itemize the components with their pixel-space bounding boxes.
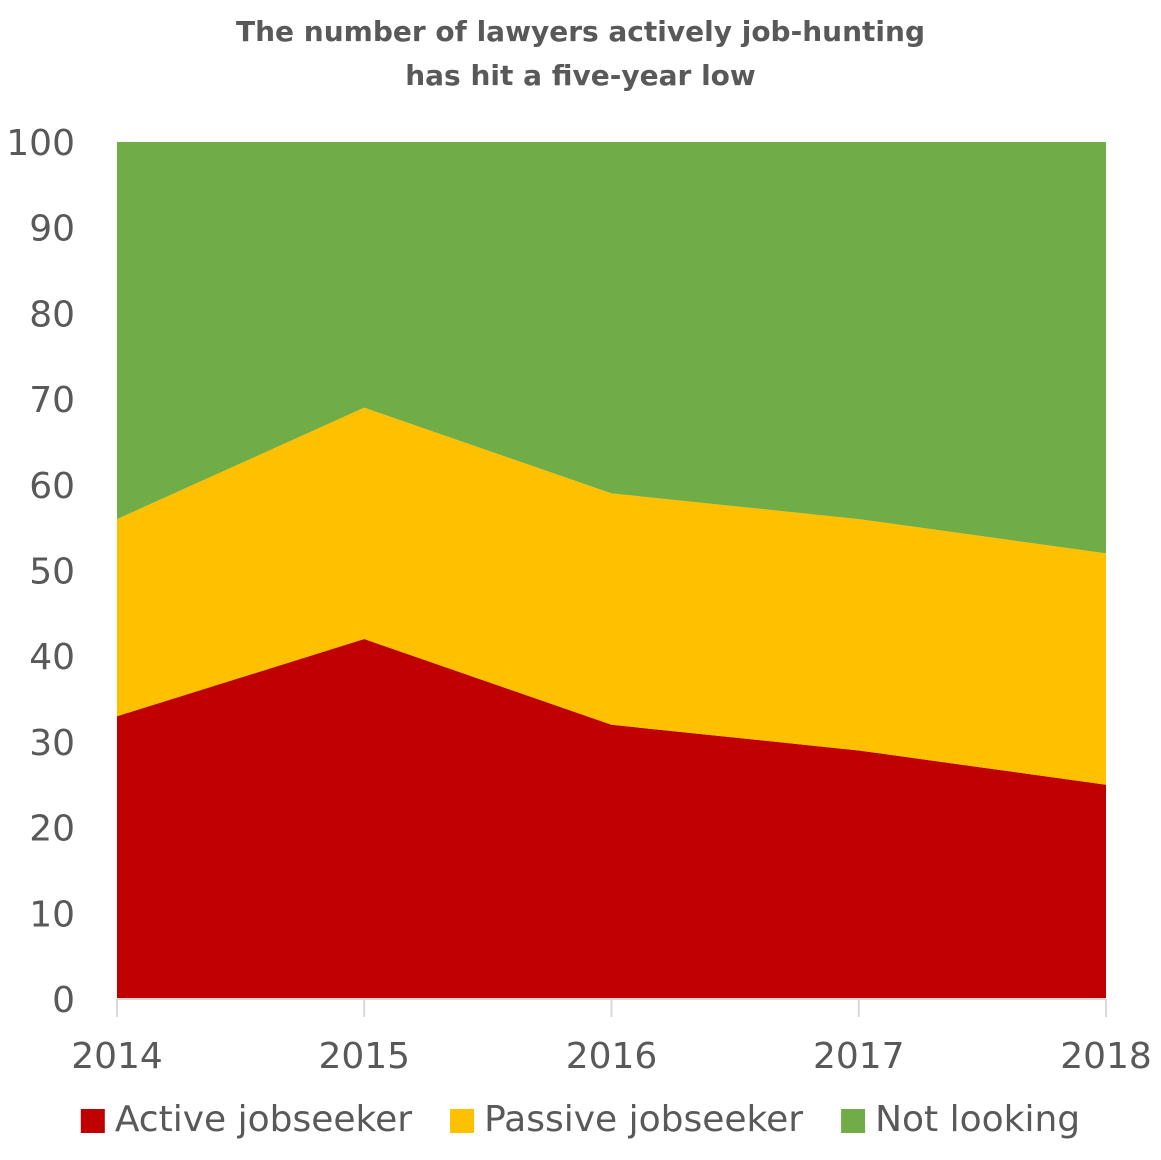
y-tick-label: 50 [29, 552, 75, 593]
y-tick-label: 60 [29, 466, 75, 507]
x-tick-label: 2018 [1060, 1036, 1152, 1077]
legend-swatch-passive-jobseeker [450, 1109, 475, 1133]
y-tick-label: 100 [6, 123, 75, 164]
y-tick-label: 10 [29, 894, 75, 935]
y-tick-label: 30 [29, 723, 75, 764]
y-tick-label: 80 [29, 294, 75, 335]
x-tick-label: 2015 [318, 1036, 410, 1077]
y-tick-label: 70 [29, 380, 75, 421]
chart-title-line-1: The number of lawyers actively job-hunti… [236, 15, 925, 48]
legend-label-active-jobseeker: Active jobseeker [115, 1099, 412, 1140]
legend-label-not-looking: Not looking [875, 1099, 1080, 1140]
x-tick-label: 2017 [813, 1036, 905, 1077]
legend-swatch-not-looking [841, 1109, 866, 1133]
y-tick-label: 0 [52, 980, 75, 1021]
legend-label-passive-jobseeker: Passive jobseeker [484, 1099, 803, 1140]
chart-title: The number of lawyers actively job-hunti… [0, 10, 1161, 98]
x-tick-label: 2016 [566, 1036, 658, 1077]
y-tick-label: 40 [29, 637, 75, 678]
y-tick-label: 20 [29, 809, 75, 850]
x-tick-label: 2014 [71, 1036, 163, 1077]
area-passive-jobseeker [117, 407, 1106, 785]
chart-title-line-2: has hit a five-year low [405, 59, 756, 92]
area-not-looking [117, 142, 1106, 554]
y-tick-label: 90 [29, 209, 75, 250]
legend-swatch-active-jobseeker [80, 1109, 105, 1133]
area-active-jobseeker [117, 639, 1106, 999]
